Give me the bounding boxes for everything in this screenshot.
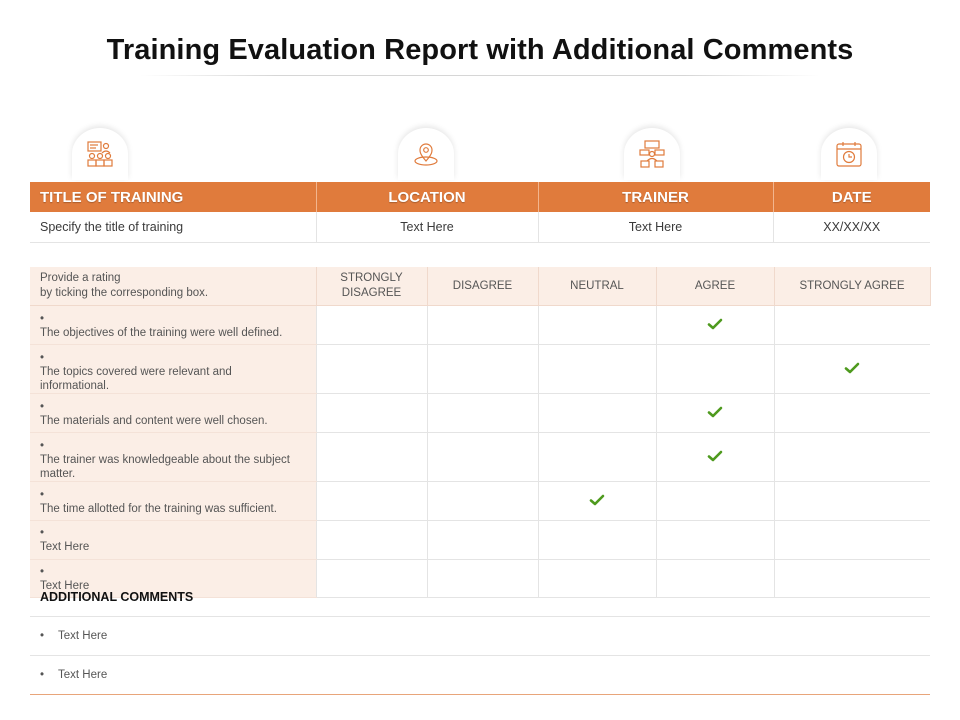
rating-checkbox-cell[interactable] bbox=[427, 432, 539, 482]
bullet-icon: • bbox=[40, 489, 45, 501]
rating-header-row: Provide a rating by ticking the correspo… bbox=[30, 267, 931, 306]
date-value[interactable]: XX/XX/XX bbox=[773, 212, 930, 243]
rating-checkbox-cell[interactable] bbox=[538, 305, 657, 345]
question-cell: • The time allotted for the training was … bbox=[30, 481, 317, 521]
bullet-icon: • bbox=[40, 313, 45, 325]
question-cell: • The objectives of the training were wel… bbox=[30, 305, 317, 345]
checkmark-icon bbox=[707, 406, 723, 417]
rating-checkbox-cell[interactable] bbox=[427, 305, 539, 345]
rating-checkbox-cell[interactable] bbox=[774, 481, 930, 521]
question-cell: • The trainer was knowledgeable about the… bbox=[30, 432, 317, 482]
rating-checkbox-cell[interactable] bbox=[656, 520, 775, 560]
checkmark-icon bbox=[589, 494, 605, 505]
bullet-icon: • bbox=[40, 565, 45, 578]
question-text: The materials and content were well chos… bbox=[40, 415, 268, 427]
table-row: • The topics covered were relevant and in… bbox=[30, 344, 930, 394]
question-text: Text Here bbox=[40, 579, 90, 592]
rating-checkbox-cell[interactable] bbox=[774, 393, 930, 433]
rating-checkbox-cell[interactable] bbox=[656, 481, 775, 521]
rating-instruction: Provide a rating by ticking the correspo… bbox=[30, 267, 317, 306]
bullet-icon: • bbox=[40, 440, 45, 452]
table-row: • The trainer was knowledgeable about the… bbox=[30, 432, 930, 482]
trainer-icon bbox=[624, 128, 680, 180]
rating-checkbox-cell[interactable] bbox=[774, 305, 930, 345]
rating-checkbox-cell[interactable] bbox=[427, 559, 539, 598]
header-location: LOCATION bbox=[316, 182, 539, 212]
training-people-icon bbox=[72, 128, 128, 180]
rating-checkbox-cell[interactable] bbox=[316, 481, 428, 521]
training-title-value[interactable]: Specify the title of training bbox=[30, 212, 317, 243]
location-value[interactable]: Text Here bbox=[316, 212, 539, 243]
scale-neutral: NEUTRAL bbox=[538, 267, 657, 306]
rating-checkbox-cell[interactable] bbox=[316, 559, 428, 598]
calendar-clock-icon bbox=[821, 128, 877, 180]
checkmark-icon bbox=[844, 362, 860, 373]
rating-checkbox-cell[interactable] bbox=[774, 344, 930, 394]
scale-disagree: DISAGREE bbox=[427, 267, 539, 306]
bullet-icon: • bbox=[40, 352, 45, 364]
rating-checkbox-cell[interactable] bbox=[538, 559, 657, 598]
table-row: •Text Here bbox=[30, 559, 930, 598]
rating-checkbox-cell[interactable] bbox=[538, 432, 657, 482]
checkmark-icon bbox=[707, 318, 723, 329]
table-row: • Text Here bbox=[30, 520, 930, 560]
question-cell: •Text Here bbox=[30, 559, 317, 598]
rating-checkbox-cell[interactable] bbox=[427, 344, 539, 394]
rating-checkbox-cell[interactable] bbox=[316, 305, 428, 345]
rating-checkbox-cell[interactable] bbox=[774, 559, 930, 598]
bullet-icon: • bbox=[40, 630, 45, 642]
rating-checkbox-cell[interactable] bbox=[538, 520, 657, 560]
rating-checkbox-cell[interactable] bbox=[538, 481, 657, 521]
comment-item[interactable]: • Text Here bbox=[30, 656, 930, 695]
rating-checkbox-cell[interactable] bbox=[656, 344, 775, 394]
question-text: The time allotted for the training was s… bbox=[40, 503, 277, 515]
table-row: • The objectives of the training were wel… bbox=[30, 305, 930, 345]
header-title-of-training: TITLE OF TRAINING bbox=[30, 182, 317, 212]
checkmark-icon bbox=[707, 450, 723, 461]
comment-item[interactable]: • Text Here bbox=[30, 617, 930, 656]
scale-strongly-disagree: STRONGLY DISAGREE bbox=[316, 267, 428, 306]
rating-checkbox-cell[interactable] bbox=[656, 393, 775, 433]
bullet-icon: • bbox=[40, 401, 45, 413]
header-trainer: TRAINER bbox=[538, 182, 774, 212]
rating-checkbox-cell[interactable] bbox=[538, 393, 657, 433]
title-divider bbox=[140, 75, 820, 76]
rating-table: Provide a rating by ticking the correspo… bbox=[30, 267, 931, 598]
additional-comments-section: ADDITIONAL COMMENTS • Text Here • Text H… bbox=[30, 578, 930, 695]
bullet-icon: • bbox=[40, 669, 45, 681]
rating-checkbox-cell[interactable] bbox=[427, 393, 539, 433]
question-text: Text Here bbox=[40, 541, 90, 553]
rating-checkbox-cell[interactable] bbox=[774, 520, 930, 560]
table-row: • The materials and content were well cho… bbox=[30, 393, 930, 433]
question-cell: • The materials and content were well cho… bbox=[30, 393, 317, 433]
question-text: The trainer was knowledgeable about the … bbox=[40, 454, 290, 480]
rating-checkbox-cell[interactable] bbox=[316, 520, 428, 560]
question-text: The topics covered were relevant and inf… bbox=[40, 366, 232, 392]
question-cell: • The topics covered were relevant and in… bbox=[30, 344, 317, 394]
header-date: DATE bbox=[773, 182, 930, 212]
rating-checkbox-cell[interactable] bbox=[316, 393, 428, 433]
rating-checkbox-cell[interactable] bbox=[774, 432, 930, 482]
rating-checkbox-cell[interactable] bbox=[656, 432, 775, 482]
question-cell: • Text Here bbox=[30, 520, 317, 560]
scale-agree: AGREE bbox=[656, 267, 775, 306]
rating-checkbox-cell[interactable] bbox=[656, 305, 775, 345]
page-title: Training Evaluation Report with Addition… bbox=[106, 34, 854, 66]
trainer-value[interactable]: Text Here bbox=[538, 212, 774, 243]
bullet-icon: • bbox=[40, 527, 45, 539]
rating-checkbox-cell[interactable] bbox=[427, 481, 539, 521]
table-row: • The time allotted for the training was … bbox=[30, 481, 930, 521]
rating-checkbox-cell[interactable] bbox=[538, 344, 657, 394]
rating-checkbox-cell[interactable] bbox=[316, 344, 428, 394]
question-text: The objectives of the training were well… bbox=[40, 327, 283, 339]
rating-checkbox-cell[interactable] bbox=[427, 520, 539, 560]
location-pin-icon bbox=[398, 128, 454, 180]
training-info-table: TITLE OF TRAINING LOCATION TRAINER DATE … bbox=[30, 182, 930, 243]
rating-checkbox-cell[interactable] bbox=[316, 432, 428, 482]
rating-checkbox-cell[interactable] bbox=[656, 559, 775, 598]
additional-comments-heading: ADDITIONAL COMMENTS bbox=[30, 578, 930, 617]
scale-strongly-agree: STRONGLY AGREE bbox=[774, 267, 931, 306]
